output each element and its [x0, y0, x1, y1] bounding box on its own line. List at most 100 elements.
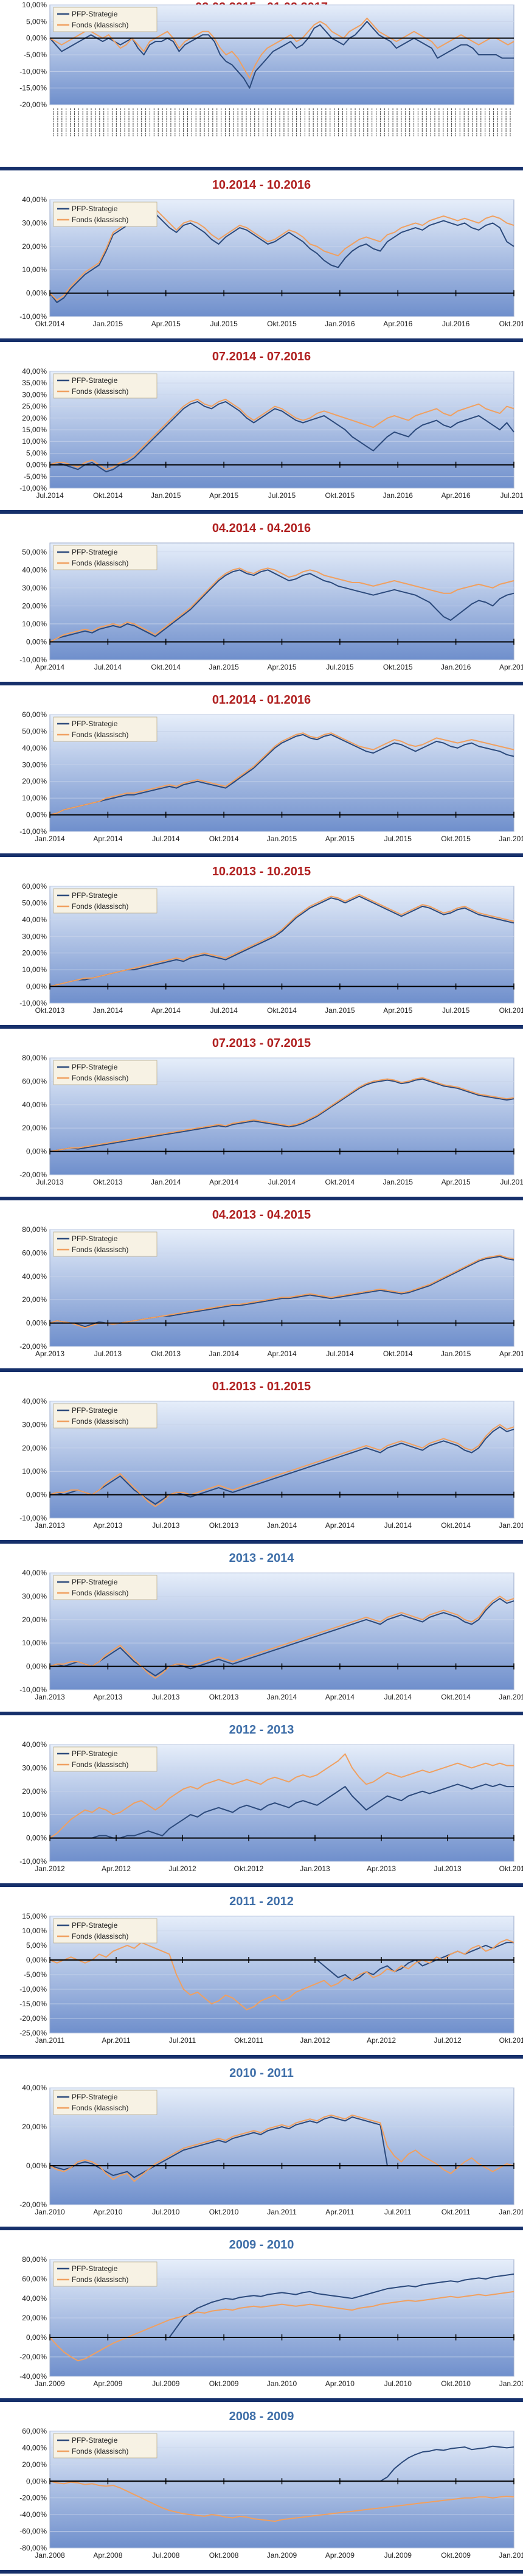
series-line-fund: [49, 894, 514, 987]
x-tick-label: Okt.2013: [499, 1864, 523, 1873]
y-tick-label: 30,00%: [22, 1592, 47, 1600]
y-tick-label: 5,00%: [26, 17, 47, 26]
series-line-fund: [49, 399, 514, 471]
series-line-fund: [49, 1595, 514, 1679]
legend-label-fund: Fonds (klassisch): [72, 2275, 128, 2284]
legend-box: [53, 1060, 158, 1085]
x-tick-label: Jan.2015: [499, 1521, 523, 1530]
x-tick-label: Apr.2014: [93, 835, 122, 843]
x-tick-label: Jan.2010: [499, 2551, 523, 2560]
legend-label-strategy: PFP-Strategie: [72, 10, 118, 18]
panel-separator: [0, 1025, 523, 1029]
x-tick-label: Apr.2015: [151, 320, 181, 328]
x-tick-label: Jan.2013: [35, 1521, 65, 1530]
legend-label-strategy: PFP-Strategie: [72, 1406, 118, 1415]
y-tick-label: 30,00%: [22, 760, 47, 769]
x-tick-label: Okt.2012: [499, 2036, 523, 2045]
panel-separator: [0, 1540, 523, 1544]
y-tick-label: -20,00%: [19, 2353, 47, 2361]
x-tick-label: Jan.2012: [300, 2036, 330, 2045]
x-tick-label: Apr.2013: [93, 1693, 122, 1701]
y-tick-label: 10,00%: [22, 1927, 47, 1935]
x-tick-label: Jul.2014: [384, 1693, 412, 1701]
y-tick-label: 30,00%: [22, 932, 47, 940]
series-line-fund: [49, 732, 514, 816]
y-tick-label: 0,00%: [26, 1147, 47, 1156]
y-tick-label: -10,00%: [19, 656, 47, 664]
x-tick-label: Apr.2008: [93, 2551, 122, 2560]
y-tick-label: 30,00%: [22, 1420, 47, 1429]
y-tick-label: 5,00%: [26, 1941, 47, 1950]
y-tick-label: -5,00%: [24, 51, 47, 59]
chart-panel-13: 2010 - 201140,00%20,00%0,00%-20,00%Jan.2…: [0, 2067, 523, 2230]
x-tick-label: Okt.2012: [234, 1864, 264, 1873]
x-tick-label: Apr.2014: [325, 1693, 355, 1701]
x-tick-label: Jan.2009: [35, 2379, 65, 2388]
x-tick-label: Okt.2014: [441, 1693, 471, 1701]
y-tick-label: -10,00%: [19, 827, 47, 836]
x-tick-label: Apr.2011: [325, 2208, 354, 2216]
y-tick-label: 0,00%: [26, 2477, 47, 2485]
x-tick-label: Okt.2010: [441, 2379, 471, 2388]
chart-title: 2008 - 2009: [229, 2410, 294, 2423]
series-line-fund: [49, 1255, 514, 1329]
x-tick-label: Jan.2015: [441, 1349, 471, 1358]
y-tick-label: 0,00%: [26, 982, 47, 991]
y-tick-label: 40,00%: [22, 2443, 47, 2452]
legend-box: [53, 373, 158, 399]
x-tick-label: Jul.2010: [152, 2208, 180, 2216]
x-tick-label: Jul.2013: [434, 1864, 462, 1873]
y-tick-label: 0,00%: [26, 1491, 47, 1499]
chart-title: 2010 - 2011: [229, 2067, 294, 2080]
x-tick-label: Apr.2014: [35, 663, 64, 671]
chart-title: 10.2013 - 10.2015: [212, 865, 311, 878]
y-tick-label: 50,00%: [22, 727, 47, 735]
legend-label-fund: Fonds (klassisch): [72, 1417, 128, 1426]
y-tick-label: 10,00%: [22, 437, 47, 446]
x-tick-label: Jan.2010: [267, 2379, 297, 2388]
y-tick-label: 20,00%: [22, 1615, 47, 1624]
y-tick-label: 50,00%: [22, 898, 47, 907]
y-tick-label: 40,00%: [22, 1397, 47, 1405]
legend-box: [53, 888, 158, 914]
y-tick-label: 80,00%: [22, 2255, 47, 2264]
y-tick-label: 20,00%: [22, 2123, 47, 2131]
x-tick-label: Apr.2015: [325, 835, 355, 843]
x-tick-label: Jan.2016: [441, 663, 471, 671]
y-tick-label: 20,00%: [22, 242, 47, 251]
x-tick-label: Apr.2010: [93, 2208, 122, 2216]
y-tick-label: 40,00%: [22, 1740, 47, 1749]
x-tick-label: Okt.2015: [267, 320, 297, 328]
x-tick-label: Apr.2014: [151, 1006, 181, 1015]
panel-separator: [0, 1712, 523, 1715]
y-tick-label: 40,00%: [22, 195, 47, 204]
y-tick-label: -20,00%: [19, 2014, 47, 2023]
chart-panel-5: 01.2014 - 01.2016 60,00% 50,00% 40,00% 30,00…: [0, 693, 523, 857]
y-tick-label: 10,00%: [22, 965, 47, 974]
y-tick-label: -10,00%: [19, 1514, 47, 1522]
x-tick-label: Okt.2015: [441, 835, 471, 843]
y-tick-label: 20,00%: [22, 1295, 47, 1304]
x-tick-label: Jan.2015: [267, 835, 297, 843]
series-line-fund: [49, 1424, 514, 1507]
y-tick-label: 15,00%: [22, 1912, 47, 1920]
y-tick-label: 30,00%: [22, 584, 47, 592]
x-tick-label: Apr.2013: [35, 1349, 64, 1358]
x-tick-label: Jul.2012: [434, 2036, 462, 2045]
x-tick-label: Jul.2009: [152, 2379, 180, 2388]
x-tick-label: Jul.2015: [384, 835, 412, 843]
y-tick-label: 20,00%: [22, 414, 47, 422]
y-tick-label: 30,00%: [22, 1763, 47, 1772]
y-tick-label: 0,00%: [26, 637, 47, 646]
panel-separator: [0, 2055, 523, 2059]
legend-box: [53, 545, 158, 570]
series-line-fund: [49, 1753, 514, 1839]
legend-label-strategy: PFP-Strategie: [72, 1234, 118, 1243]
x-tick-label: Okt.2013: [35, 1006, 65, 1015]
series-line-strategy: [49, 401, 514, 473]
chart-panel-9: 01.2013 - 01.2015 40,00% 30,00% 20,00% 10,00…: [0, 1380, 523, 1544]
series-line-strategy: [49, 1598, 514, 1676]
y-tick-label: 20,00%: [22, 601, 47, 610]
legend-label-strategy: PFP-Strategie: [72, 2264, 118, 2273]
y-tick-label: 25,00%: [22, 402, 47, 411]
